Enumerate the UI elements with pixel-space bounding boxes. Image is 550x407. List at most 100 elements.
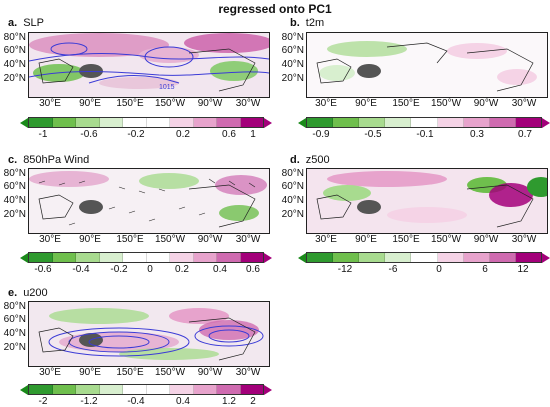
panel-a-title: a. SLP bbox=[8, 17, 44, 29]
lon-label-90w: 90°W bbox=[473, 98, 499, 109]
cbar-a-tick-4: 0.6 bbox=[222, 129, 236, 140]
panel-d-map bbox=[306, 168, 548, 234]
panel-c-field bbox=[29, 169, 269, 233]
cbar-c-tick-3: 0 bbox=[147, 264, 153, 275]
cbar-b-tick-1: -0.5 bbox=[364, 129, 382, 140]
cbar-a-tick-3: 0.2 bbox=[176, 129, 190, 140]
cbar-c-tick-5: 0.4 bbox=[213, 264, 227, 275]
colorbar-c-high-arrow bbox=[264, 253, 272, 263]
panel-b-field bbox=[307, 33, 547, 97]
lat-label-40: 40°N bbox=[281, 195, 304, 206]
cbar-a-tick-2: -0.2 bbox=[127, 129, 145, 140]
colorbar-a-high-arrow bbox=[264, 118, 272, 128]
cbar-e-tick-2: -0.4 bbox=[127, 396, 145, 407]
cbar-d-tick-3: 6 bbox=[482, 264, 488, 275]
colorbar-d bbox=[306, 252, 542, 263]
cbar-c-tick-2: -0.2 bbox=[110, 264, 128, 275]
colorbar-a bbox=[28, 117, 264, 128]
lat-label-20: 20°N bbox=[3, 209, 26, 220]
lon-label-150e: 150°E bbox=[116, 367, 144, 378]
lon-label-90e: 90°E bbox=[79, 98, 101, 109]
lat-label-40: 40°N bbox=[3, 328, 26, 339]
lat-label-60: 60°N bbox=[3, 181, 26, 192]
lat-label-60: 60°N bbox=[3, 314, 26, 325]
lon-label-150w: 150°W bbox=[430, 234, 462, 245]
lon-label-90e: 90°E bbox=[355, 98, 377, 109]
panel-b-title: b. t2m bbox=[290, 17, 325, 29]
lon-label-90w: 90°W bbox=[473, 234, 499, 245]
cbar-a-tick-1: -0.6 bbox=[80, 129, 98, 140]
colorbar-c-low-arrow bbox=[20, 253, 28, 263]
lon-label-30e: 30°E bbox=[39, 98, 61, 109]
lon-label-150e: 150°E bbox=[116, 234, 144, 245]
colorbar-b-low-arrow bbox=[298, 118, 306, 128]
cbar-d-tick-2: 0 bbox=[436, 264, 442, 275]
cbar-c-tick-6: 0.6 bbox=[246, 264, 260, 275]
colorbar-b-high-arrow bbox=[542, 118, 550, 128]
lon-label-150w: 150°W bbox=[154, 367, 186, 378]
lat-label-20: 20°N bbox=[3, 73, 26, 84]
colorbar-d-high-arrow bbox=[542, 253, 550, 263]
cbar-e-tick-5: 2 bbox=[250, 396, 256, 407]
lat-label-40: 40°N bbox=[3, 195, 26, 206]
lat-label-80: 80°N bbox=[3, 32, 26, 43]
lon-label-30w: 30°W bbox=[235, 98, 261, 109]
cbar-d-tick-1: -6 bbox=[388, 264, 398, 275]
panel-c-title: c. 850hPa Wind bbox=[8, 154, 90, 166]
colorbar-c bbox=[28, 252, 264, 263]
cbar-a-tick-5: 1 bbox=[250, 129, 256, 140]
cbar-d-tick-0: -12 bbox=[337, 264, 353, 275]
cbar-c-tick-1: -0.4 bbox=[72, 264, 90, 275]
lon-label-150e: 150°E bbox=[392, 234, 420, 245]
lat-label-60: 60°N bbox=[3, 45, 26, 56]
lat-label-60: 60°N bbox=[281, 45, 304, 56]
lat-label-20: 20°N bbox=[281, 209, 304, 220]
lat-label-80: 80°N bbox=[281, 168, 304, 179]
lat-label-80: 80°N bbox=[281, 32, 304, 43]
cbar-a-tick-0: -1 bbox=[38, 129, 48, 140]
panel-b-map bbox=[306, 32, 548, 98]
cbar-e-tick-4: 1.2 bbox=[222, 396, 236, 407]
colorbar-e-low-arrow bbox=[20, 385, 28, 395]
panel-d-field bbox=[307, 169, 547, 233]
lon-label-30w: 30°W bbox=[235, 367, 261, 378]
lon-label-30e: 30°E bbox=[39, 367, 61, 378]
cbar-c-tick-4: 0.2 bbox=[175, 264, 189, 275]
cbar-b-tick-2: -0.1 bbox=[416, 129, 434, 140]
lon-label-150e: 150°E bbox=[392, 98, 420, 109]
contour-label: 1015 bbox=[159, 84, 175, 91]
tibetan-plateau bbox=[79, 64, 103, 78]
lon-label-30w: 30°W bbox=[511, 234, 537, 245]
tibetan-plateau bbox=[79, 200, 103, 214]
panel-a-map: 1015 bbox=[28, 32, 270, 98]
lon-label-90w: 90°W bbox=[197, 367, 223, 378]
cbar-b-tick-0: -0.9 bbox=[312, 129, 330, 140]
lon-label-150w: 150°W bbox=[154, 98, 186, 109]
colorbar-e-high-arrow bbox=[264, 385, 272, 395]
lat-label-80: 80°N bbox=[3, 301, 26, 312]
tibetan-plateau bbox=[357, 200, 381, 214]
lon-label-150w: 150°W bbox=[430, 98, 462, 109]
lon-label-30e: 30°E bbox=[315, 98, 337, 109]
lon-label-150w: 150°W bbox=[154, 234, 186, 245]
lon-label-30w: 30°W bbox=[511, 98, 537, 109]
cbar-c-tick-0: -0.6 bbox=[34, 264, 52, 275]
lon-label-90w: 90°W bbox=[197, 234, 223, 245]
lat-label-40: 40°N bbox=[281, 59, 304, 70]
lon-label-90w: 90°W bbox=[197, 98, 223, 109]
colorbar-b bbox=[306, 117, 542, 128]
cbar-d-tick-4: 12 bbox=[517, 264, 529, 275]
cbar-e-tick-1: -1.2 bbox=[80, 396, 98, 407]
lon-label-30e: 30°E bbox=[39, 234, 61, 245]
panel-d-title: d. z500 bbox=[290, 154, 330, 166]
panel-e-map bbox=[28, 301, 270, 367]
panel-e-field bbox=[29, 302, 269, 366]
lat-label-40: 40°N bbox=[3, 59, 26, 70]
cbar-b-tick-4: 0.7 bbox=[518, 129, 532, 140]
cbar-e-tick-0: -2 bbox=[38, 396, 48, 407]
lon-label-30e: 30°E bbox=[315, 234, 337, 245]
lon-label-150e: 150°E bbox=[116, 98, 144, 109]
lon-label-30w: 30°W bbox=[235, 234, 261, 245]
panel-c-map bbox=[28, 168, 270, 234]
colorbar-d-low-arrow bbox=[298, 253, 306, 263]
